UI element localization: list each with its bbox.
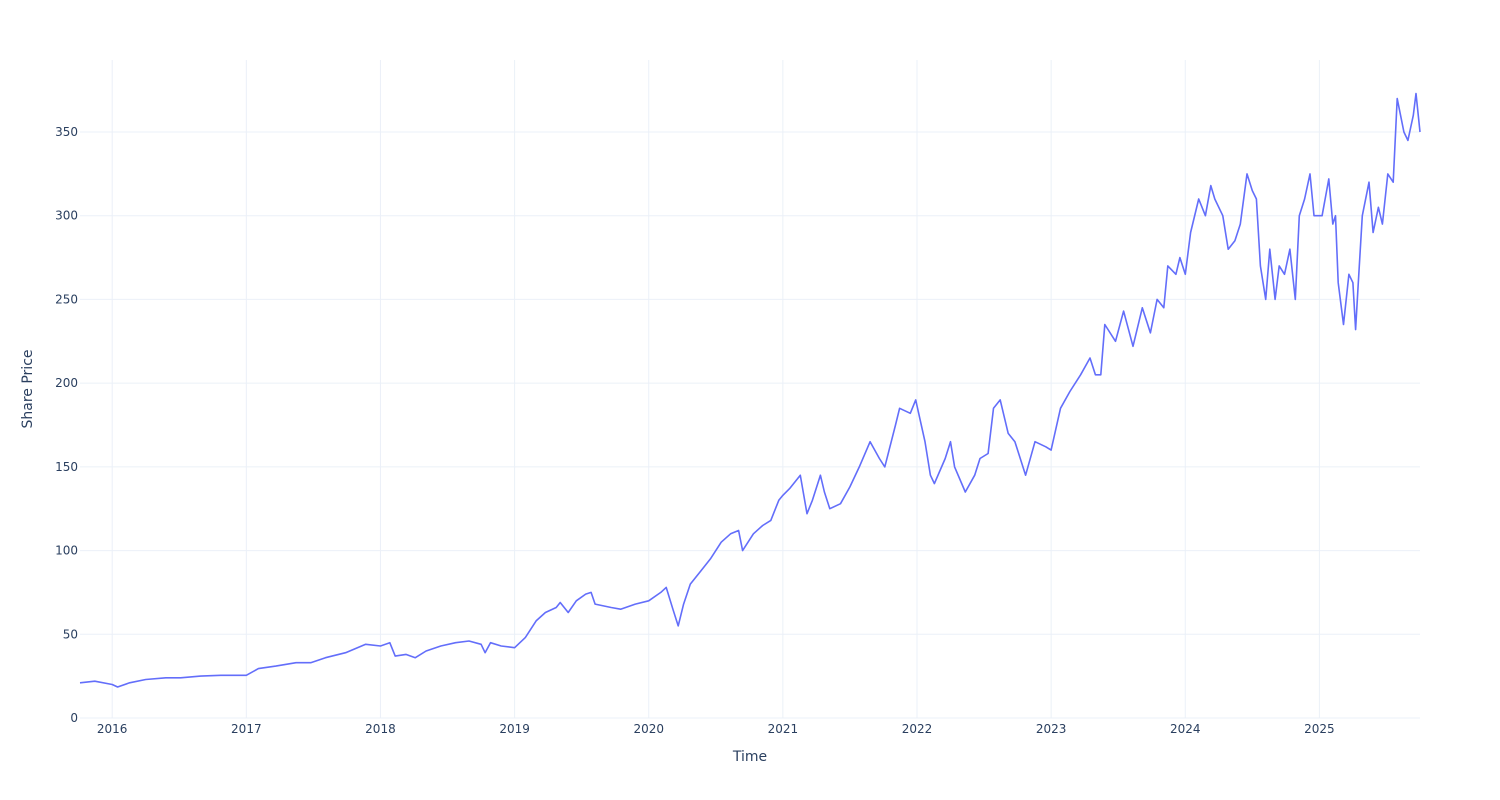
y-tick-label: 350: [55, 125, 78, 139]
x-tick-label: 2025: [1304, 722, 1335, 736]
y-axis-title: Share Price: [20, 349, 36, 428]
x-gridlines: [111, 60, 1320, 718]
x-tick-label: 2019: [499, 722, 530, 736]
y-axis-ticks: 0 50 100 150 200 250 300 350: [55, 125, 78, 725]
y-gridlines: [80, 131, 1420, 719]
y-tick-label: 200: [55, 376, 78, 390]
y-tick-label: 50: [63, 627, 78, 641]
y-tick-label: 150: [55, 460, 78, 474]
x-tick-label: 2018: [365, 722, 396, 736]
y-tick-label: 250: [55, 292, 78, 306]
x-tick-label: 2023: [1036, 722, 1067, 736]
x-axis-title: Time: [732, 749, 767, 765]
x-tick-label: 2022: [902, 722, 933, 736]
y-tick-label: 300: [55, 209, 78, 223]
x-tick-label: 2021: [768, 722, 799, 736]
x-tick-label: 2020: [633, 722, 664, 736]
series-line-share-price: [79, 92, 1421, 688]
y-tick-label: 100: [55, 544, 78, 558]
y-tick-label: 0: [70, 711, 78, 725]
x-tick-label: 2016: [97, 722, 128, 736]
x-tick-label: 2017: [231, 722, 262, 736]
x-axis-ticks: 2016 2017 2018 2019 2020 2021 2022 2023 2024 2025: [97, 722, 1335, 736]
x-tick-label: 2024: [1170, 722, 1201, 736]
